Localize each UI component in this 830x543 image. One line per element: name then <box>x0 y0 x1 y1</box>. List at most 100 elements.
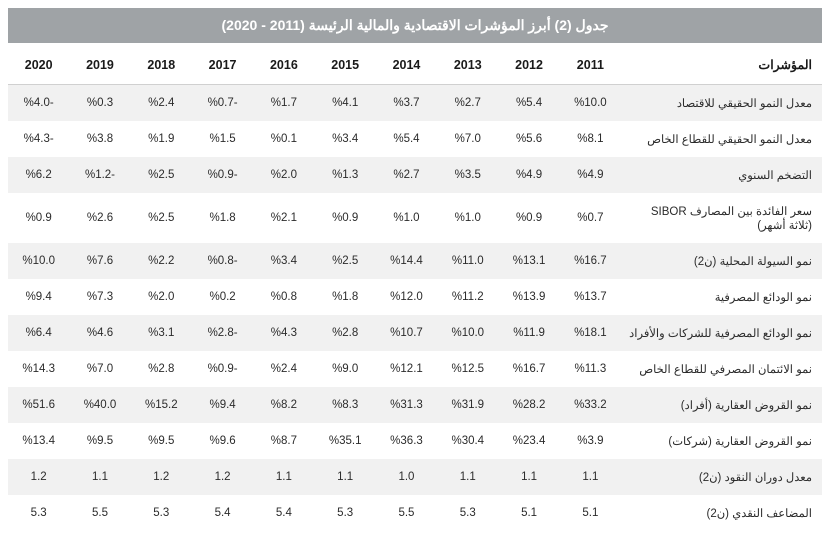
data-cell: %8.1 <box>560 121 621 157</box>
table-header-row: المؤشرات 2011201220132014201520162017201… <box>8 43 822 85</box>
header-year-2012: 2012 <box>498 43 559 85</box>
data-cell: %11.0 <box>437 243 498 279</box>
data-cell: %4.0- <box>8 85 69 122</box>
data-cell: %1.8 <box>315 279 376 315</box>
data-cell: %2.8- <box>192 315 253 351</box>
data-cell: %4.1 <box>315 85 376 122</box>
data-table: المؤشرات 2011201220132014201520162017201… <box>8 43 822 531</box>
header-year-2017: 2017 <box>192 43 253 85</box>
indicator-label: التضخم السنوي <box>621 157 822 193</box>
indicator-label: نمو الودائع المصرفية <box>621 279 822 315</box>
data-cell: %9.4 <box>8 279 69 315</box>
data-cell: %2.5 <box>131 157 192 193</box>
table-row: نمو القروض العقارية (شركات)%3.9%23.4%30.… <box>8 423 822 459</box>
data-cell: %51.6 <box>8 387 69 423</box>
data-cell: %12.0 <box>376 279 437 315</box>
data-cell: %0.1 <box>253 121 314 157</box>
data-cell: %0.9- <box>192 157 253 193</box>
data-cell: %3.5 <box>437 157 498 193</box>
data-cell: %11.2 <box>437 279 498 315</box>
data-cell: %7.3 <box>69 279 130 315</box>
data-cell: %1.0 <box>376 193 437 243</box>
data-cell: %4.9 <box>560 157 621 193</box>
data-cell: %28.2 <box>498 387 559 423</box>
indicator-label: نمو الائتمان المصرفي للقطاع الخاص <box>621 351 822 387</box>
data-cell: %7.6 <box>69 243 130 279</box>
data-cell: %7.0 <box>437 121 498 157</box>
data-cell: %0.8 <box>253 279 314 315</box>
data-cell: %33.2 <box>560 387 621 423</box>
data-cell: %6.4 <box>8 315 69 351</box>
data-cell: %36.3 <box>376 423 437 459</box>
table-row: معدل دوران النقود (ن2)1.11.11.11.01.11.1… <box>8 459 822 495</box>
data-cell: %31.3 <box>376 387 437 423</box>
table-row: سعر الفائدة بين المصارف SIBOR (ثلاثة أشه… <box>8 193 822 243</box>
data-cell: 1.2 <box>8 459 69 495</box>
data-cell: %4.3- <box>8 121 69 157</box>
table-row: معدل النمو الحقيقي للاقتصاد%10.0%5.4%2.7… <box>8 85 822 122</box>
data-cell: %0.7- <box>192 85 253 122</box>
data-cell: %2.5 <box>131 193 192 243</box>
data-cell: %16.7 <box>498 351 559 387</box>
data-cell: %3.8 <box>69 121 130 157</box>
data-cell: %2.5 <box>315 243 376 279</box>
header-year-2015: 2015 <box>315 43 376 85</box>
data-cell: 5.3 <box>437 495 498 531</box>
data-cell: %12.1 <box>376 351 437 387</box>
data-cell: %13.7 <box>560 279 621 315</box>
data-cell: %2.2 <box>131 243 192 279</box>
data-cell: %10.0 <box>560 85 621 122</box>
data-cell: 1.1 <box>315 459 376 495</box>
data-cell: 5.3 <box>315 495 376 531</box>
data-cell: %40.0 <box>69 387 130 423</box>
data-cell: %18.1 <box>560 315 621 351</box>
data-cell: 5.1 <box>498 495 559 531</box>
data-cell: %0.3 <box>69 85 130 122</box>
data-cell: %1.2- <box>69 157 130 193</box>
indicator-label: معدل دوران النقود (ن2) <box>621 459 822 495</box>
table-row: نمو القروض العقارية (أفراد)%33.2%28.2%31… <box>8 387 822 423</box>
data-cell: %2.6 <box>69 193 130 243</box>
indicator-label: نمو الودائع المصرفية للشركات والأفراد <box>621 315 822 351</box>
data-cell: %3.7 <box>376 85 437 122</box>
data-cell: %1.5 <box>192 121 253 157</box>
data-cell: %5.4 <box>498 85 559 122</box>
data-cell: %1.0 <box>437 193 498 243</box>
data-cell: %2.0 <box>253 157 314 193</box>
header-year-2019: 2019 <box>69 43 130 85</box>
data-cell: %8.7 <box>253 423 314 459</box>
data-cell: %14.3 <box>8 351 69 387</box>
data-cell: %5.6 <box>498 121 559 157</box>
data-cell: %35.1 <box>315 423 376 459</box>
data-cell: 1.2 <box>192 459 253 495</box>
data-cell: 1.1 <box>253 459 314 495</box>
table-title: جدول (2) أبرز المؤشرات الاقتصادية والمال… <box>8 8 822 43</box>
data-cell: %1.3 <box>315 157 376 193</box>
data-cell: %10.7 <box>376 315 437 351</box>
header-year-2013: 2013 <box>437 43 498 85</box>
data-cell: %1.9 <box>131 121 192 157</box>
data-cell: %2.7 <box>437 85 498 122</box>
data-cell: %0.8- <box>192 243 253 279</box>
table-row: التضخم السنوي%4.9%4.9%3.5%2.7%1.3%2.0%0.… <box>8 157 822 193</box>
data-cell: %9.5 <box>131 423 192 459</box>
data-cell: %10.0 <box>437 315 498 351</box>
data-cell: %14.4 <box>376 243 437 279</box>
data-cell: 1.2 <box>131 459 192 495</box>
data-cell: 1.1 <box>69 459 130 495</box>
table-row: نمو الودائع المصرفية%13.7%13.9%11.2%12.0… <box>8 279 822 315</box>
data-cell: %3.4 <box>315 121 376 157</box>
data-cell: %2.0 <box>131 279 192 315</box>
data-cell: 5.3 <box>8 495 69 531</box>
data-cell: 5.4 <box>192 495 253 531</box>
data-cell: %3.9 <box>560 423 621 459</box>
indicator-label: معدل النمو الحقيقي للقطاع الخاص <box>621 121 822 157</box>
data-cell: %2.7 <box>376 157 437 193</box>
header-year-2018: 2018 <box>131 43 192 85</box>
data-cell: %7.0 <box>69 351 130 387</box>
data-cell: %4.9 <box>498 157 559 193</box>
data-cell: 1.1 <box>498 459 559 495</box>
table-row: نمو السيولة المحلية (ن2)%16.7%13.1%11.0%… <box>8 243 822 279</box>
data-cell: %3.4 <box>253 243 314 279</box>
data-cell: 5.1 <box>560 495 621 531</box>
